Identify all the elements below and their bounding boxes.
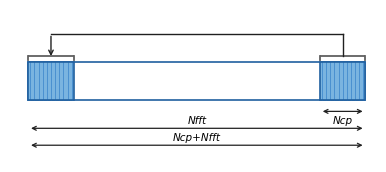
Text: Ncp: Ncp	[333, 116, 353, 126]
Bar	[320, 62, 366, 100]
Text: Ncp+Nfft: Ncp+Nfft	[173, 133, 221, 143]
Bar	[28, 62, 74, 100]
Bar	[28, 62, 366, 100]
Bar	[28, 62, 74, 100]
Text: Nfft: Nfft	[187, 116, 207, 126]
Bar	[320, 62, 366, 100]
